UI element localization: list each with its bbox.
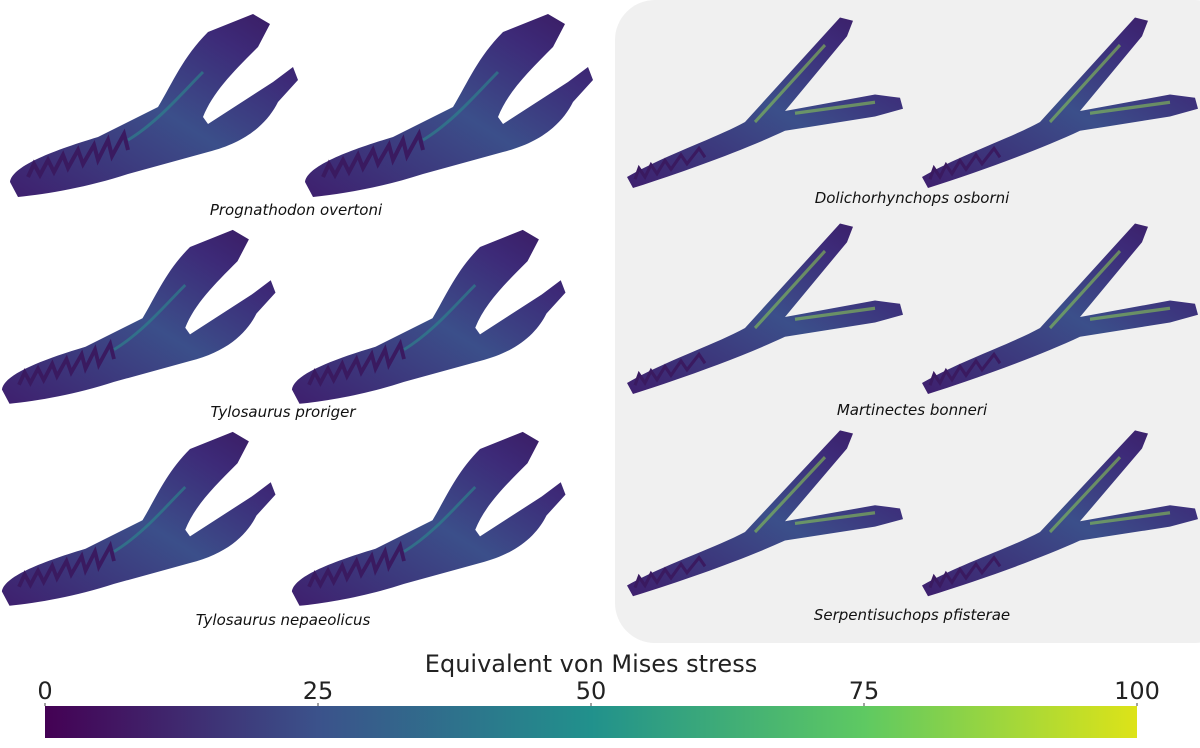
species-label: Tylosaurus nepaeolicus	[196, 611, 371, 629]
species-label: Prognathodon overtoni	[210, 201, 383, 219]
colorbar-title: Equivalent von Mises stress	[425, 650, 757, 678]
tick-label: 0	[37, 677, 52, 705]
species-label: Dolichorhynchops osborni	[815, 189, 1010, 207]
species-label: Serpentisuchops pfisterae	[814, 606, 1010, 624]
panel-background	[615, 0, 1200, 643]
colorbar	[45, 706, 1137, 738]
species-label: Tylosaurus proriger	[211, 403, 357, 421]
species-label: Martinectes bonneri	[837, 401, 988, 419]
tick-label: 75	[849, 677, 880, 705]
tick-label: 100	[1114, 677, 1160, 705]
tick-label: 50	[576, 677, 607, 705]
tick-label: 25	[303, 677, 334, 705]
